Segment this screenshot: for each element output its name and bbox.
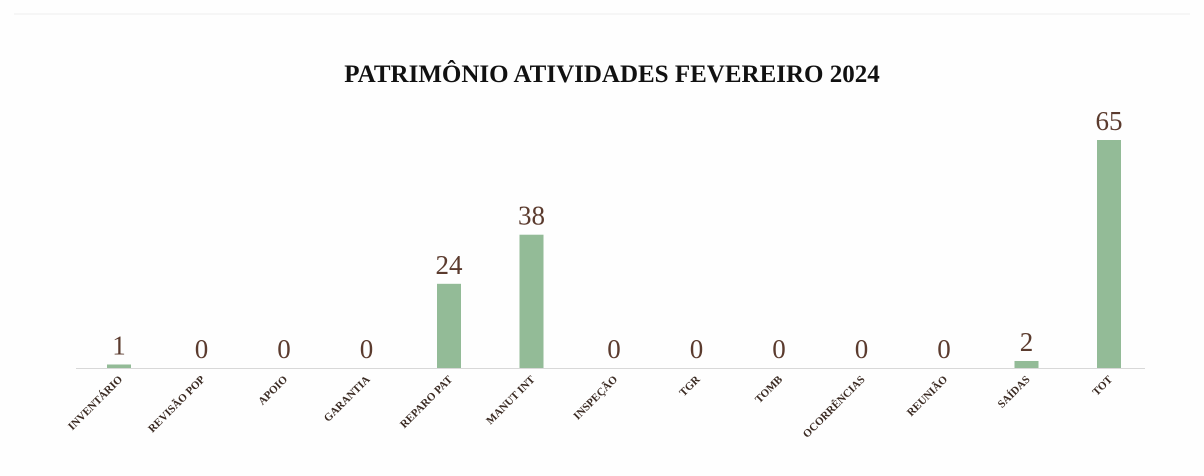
data-label: 0 — [607, 334, 621, 364]
data-label: 0 — [772, 334, 786, 364]
data-label: 0 — [855, 334, 869, 364]
data-label: 0 — [360, 334, 374, 364]
data-label: 0 — [690, 334, 704, 364]
data-label: 2 — [1020, 327, 1034, 357]
data-label: 65 — [1096, 106, 1123, 136]
bar — [1097, 140, 1121, 368]
data-label: 1 — [112, 330, 126, 360]
bar — [107, 364, 131, 368]
bar — [519, 234, 544, 368]
bar — [437, 283, 461, 368]
chart-title: PATRIMÔNIO ATIVIDADES FEVEREIRO 2024 — [344, 59, 880, 88]
data-label: 0 — [195, 334, 209, 364]
data-label: 0 — [937, 334, 951, 364]
data-label: 24 — [436, 250, 464, 280]
bar — [1014, 360, 1039, 368]
data-label: 0 — [277, 334, 291, 364]
data-label: 38 — [518, 201, 545, 231]
